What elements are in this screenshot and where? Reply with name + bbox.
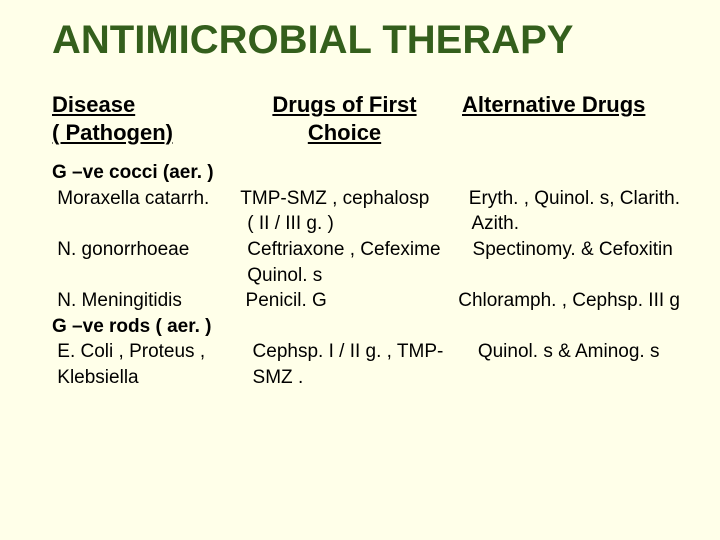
alternative-cell: Chloramph. , Cephsp. III g xyxy=(458,288,680,314)
pathogen-cell: Klebsiella xyxy=(52,365,242,391)
table-row: G –ve cocci (aer. ) xyxy=(52,160,680,186)
table-row: N. gonorrhoeae Ceftriaxone , Cefexime Sp… xyxy=(52,237,680,263)
first-choice-cell: SMZ . xyxy=(242,365,462,391)
table-row: Moraxella catarrh.TMP-SMZ , cephalosp Er… xyxy=(52,186,680,212)
header-disease: Disease ( Pathogen) xyxy=(52,91,237,146)
column-headers: Disease ( Pathogen) Drugs of First Choic… xyxy=(52,91,680,146)
table-row: G –ve rods ( aer. ) xyxy=(52,314,680,340)
table-row: E. Coli , Proteus , Cephsp. I / II g. , … xyxy=(52,339,680,365)
slide-title: ANTIMICROBIAL THERAPY xyxy=(52,18,680,63)
first-choice-cell: ( II / III g. ) xyxy=(242,211,462,237)
group-header: G –ve rods ( aer. ) xyxy=(52,314,242,340)
first-choice-cell: Ceftriaxone , Cefexime xyxy=(242,237,462,263)
header-first-line2: Choice xyxy=(308,120,381,145)
table-body: G –ve cocci (aer. ) Moraxella catarrh.TM… xyxy=(52,160,680,391)
alternative-cell: Eryth. , Quinol. s, Clarith. xyxy=(458,186,680,212)
alternative-cell: Azith. xyxy=(462,211,680,237)
first-choice-cell: Penicil. G xyxy=(240,288,458,314)
pathogen-cell: Moraxella catarrh. xyxy=(52,186,240,212)
group-header: G –ve cocci (aer. ) xyxy=(52,160,242,186)
pathogen-cell: E. Coli , Proteus , xyxy=(52,339,242,365)
pathogen-cell: N. Meningitidis xyxy=(52,288,240,314)
first-choice-cell: Cephsp. I / II g. , TMP- xyxy=(242,339,462,365)
header-alt-text: Alternative Drugs xyxy=(462,92,645,117)
header-first-line1: Drugs of First xyxy=(272,92,416,117)
alternative-cell: Quinol. s & Aminog. s xyxy=(462,339,680,365)
table-row: Quinol. s xyxy=(52,263,680,289)
alternative-cell: Spectinomy. & Cefoxitin xyxy=(462,237,680,263)
pathogen-cell: N. gonorrhoeae xyxy=(52,237,242,263)
header-first-choice: Drugs of First Choice xyxy=(237,91,452,146)
table-row: Klebsiella SMZ . xyxy=(52,365,680,391)
table-row: ( II / III g. ) Azith. xyxy=(52,211,680,237)
table-row: N. Meningitidis Penicil. GChloramph. , C… xyxy=(52,288,680,314)
header-disease-line1: Disease xyxy=(52,92,135,117)
header-disease-line2: ( Pathogen) xyxy=(52,120,173,145)
first-choice-cell: TMP-SMZ , cephalosp xyxy=(240,186,458,212)
header-alternative: Alternative Drugs xyxy=(452,91,680,146)
first-choice-cell: Quinol. s xyxy=(242,263,462,289)
